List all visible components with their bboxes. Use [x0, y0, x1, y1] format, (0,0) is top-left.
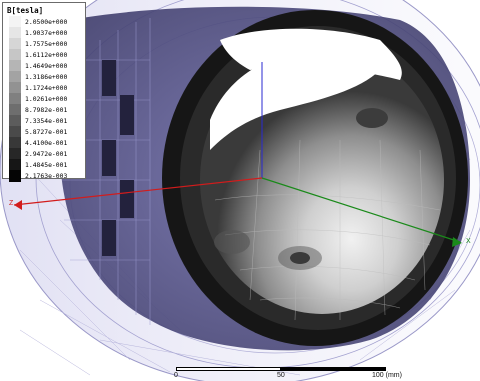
- z-axis-label: Z: [9, 200, 14, 207]
- legend-swatch: [9, 159, 21, 171]
- legend-swatch: [9, 16, 21, 28]
- legend-swatch: [9, 115, 21, 127]
- scale-label-50: 50: [277, 372, 285, 379]
- legend-level-value: 1.3186e+000: [25, 73, 68, 81]
- x-axis-label: X: [466, 238, 471, 245]
- legend-swatch: [9, 49, 21, 61]
- legend-level-value: 5.8727e-001: [25, 128, 68, 136]
- legend-swatch: [9, 137, 21, 149]
- scale-bar-segment: [176, 367, 281, 371]
- scale-bar: 0 50 100 (mm): [174, 367, 402, 381]
- legend-level-value: 2.9472e-001: [25, 150, 68, 158]
- field-legend: B[tesla] 2.0500e+000 1.9037e+000 1.7575e+0…: [2, 2, 86, 182]
- legend-level-value: 2.0500e+000: [25, 18, 68, 26]
- scale-label-100: 100 (mm): [372, 372, 402, 379]
- legend-level-value: 4.4100e-001: [25, 139, 68, 147]
- legend-swatch: [9, 27, 21, 39]
- legend-swatch: [9, 71, 21, 83]
- legend-level-value: 1.0261e+000: [25, 95, 68, 103]
- legend-swatch: [9, 82, 21, 94]
- legend-level-value: 1.9037e+000: [25, 29, 68, 37]
- legend-level-value: 7.3354e-001: [25, 117, 68, 125]
- scale-label-0: 0: [174, 372, 178, 379]
- legend-swatch: [9, 148, 21, 160]
- scale-bar-segment: [281, 367, 386, 371]
- coordinate-triad: [13, 62, 462, 247]
- legend-level-value: 1.4649e+000: [25, 62, 68, 70]
- legend-swatch: [9, 93, 21, 105]
- x-axis-line: [261, 177, 461, 243]
- legend-title: B[tesla]: [7, 6, 44, 15]
- legend-level-value: 2.1763e-003: [25, 172, 68, 180]
- legend-swatch: [9, 60, 21, 72]
- legend-swatch: [9, 170, 21, 182]
- legend-level-value: 1.4845e-001: [25, 161, 68, 169]
- legend-swatch: [9, 104, 21, 116]
- z-axis-arrowhead: [14, 200, 22, 210]
- legend-swatch: [9, 126, 21, 138]
- field-distribution: [200, 28, 444, 321]
- legend-level-value: 1.7575e+000: [25, 40, 68, 48]
- x-axis-arrowhead: [452, 237, 462, 247]
- legend-swatch: [9, 38, 21, 50]
- legend-level-value: 1.6112e+000: [25, 51, 68, 59]
- legend-level-value: 8.7982e-001: [25, 106, 68, 114]
- legend-level-value: 1.1724e+000: [25, 84, 68, 92]
- z-axis-line: [13, 177, 263, 206]
